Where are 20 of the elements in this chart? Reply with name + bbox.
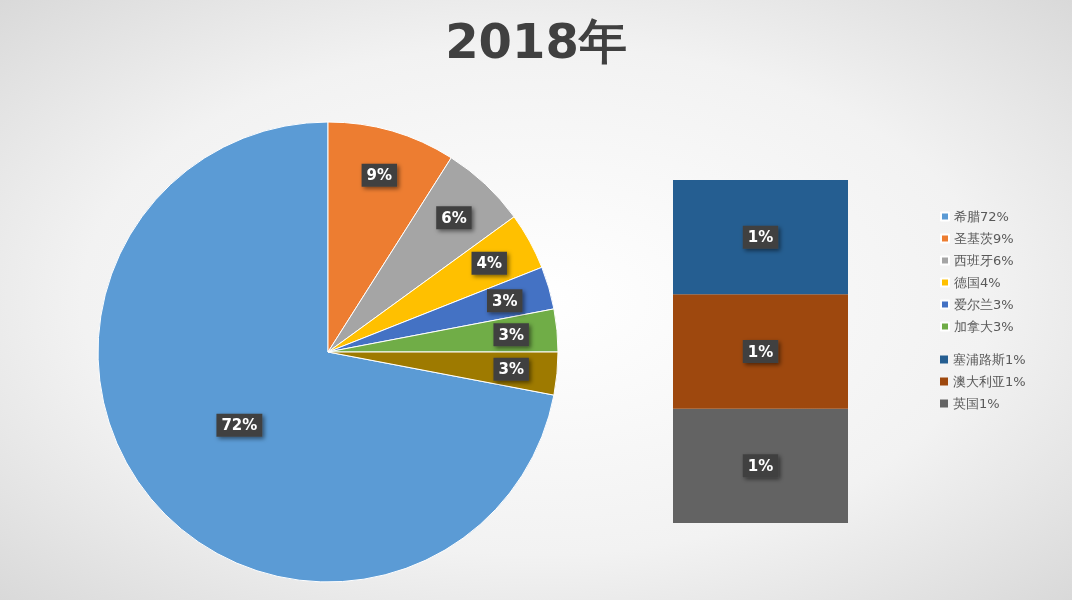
- data-label: 1%: [747, 342, 774, 361]
- legend-label: 圣基茨9%: [954, 231, 1014, 246]
- legend-label: 塞浦路斯1%: [953, 352, 1026, 367]
- data-label: 9%: [366, 166, 393, 185]
- legend-label: 英国1%: [953, 396, 1000, 411]
- legend-label: 加拿大3%: [954, 319, 1014, 334]
- legend-label: 西班牙6%: [954, 253, 1014, 268]
- data-label: 3%: [491, 291, 518, 310]
- data-label: 1%: [747, 456, 774, 475]
- legend-label: 希腊72%: [954, 209, 1009, 224]
- data-label: 4%: [476, 254, 502, 273]
- legend-label: 德国4%: [954, 275, 1001, 290]
- data-label: 72%: [221, 416, 258, 435]
- data-label: 1%: [747, 228, 774, 247]
- legend-label: 澳大利亚1%: [953, 374, 1026, 389]
- data-label: 3%: [498, 325, 524, 344]
- legend-label: 爱尔兰3%: [954, 297, 1014, 312]
- chart-title: 2018年: [445, 13, 627, 69]
- data-label: 6%: [441, 208, 467, 227]
- data-label: 3%: [498, 360, 524, 379]
